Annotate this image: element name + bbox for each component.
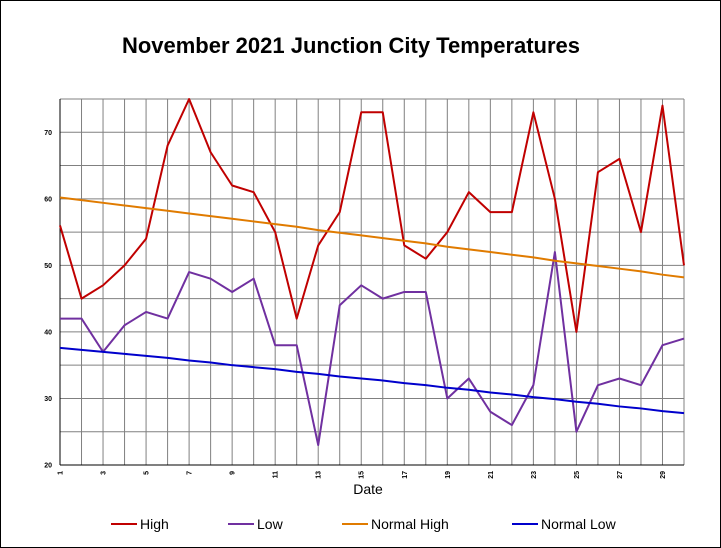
x-tick-label: 27 bbox=[617, 471, 624, 479]
normal-high-legend-label: Normal High bbox=[371, 516, 449, 532]
axes bbox=[59, 99, 684, 466]
chart-title: November 2021 Junction City Temperatures bbox=[122, 33, 580, 58]
x-tick-label: 7 bbox=[187, 471, 194, 475]
y-tick-label: 50 bbox=[44, 263, 52, 270]
x-tick-label: 1 bbox=[58, 471, 65, 475]
y-tick-label: 20 bbox=[44, 463, 52, 470]
x-tick-label: 13 bbox=[316, 471, 323, 479]
y-tick-label: 40 bbox=[44, 329, 52, 336]
grid bbox=[59, 98, 685, 466]
x-tick-label: 9 bbox=[230, 471, 237, 475]
y-tick-label: 70 bbox=[44, 130, 52, 137]
low-legend-label: Low bbox=[257, 516, 284, 532]
normal-low-series-line bbox=[59, 346, 685, 415]
series-lines bbox=[59, 98, 685, 447]
x-tick-label: 21 bbox=[488, 471, 495, 479]
x-tick-label: 19 bbox=[445, 471, 452, 479]
x-tick-label: 29 bbox=[660, 471, 667, 479]
x-axis-label: Date bbox=[353, 481, 383, 497]
x-tick-label: 15 bbox=[359, 471, 366, 479]
normal-low-legend-label: Normal Low bbox=[541, 516, 617, 532]
high-series-line bbox=[59, 98, 685, 333]
legend: High Low Normal High Normal Low bbox=[111, 516, 617, 532]
normal-high-series-line bbox=[59, 196, 685, 279]
y-tick-label: 30 bbox=[44, 396, 52, 403]
y-tick-label: 60 bbox=[44, 196, 52, 203]
low-series-line bbox=[60, 251, 685, 447]
x-tick-label: 17 bbox=[402, 471, 409, 479]
x-tick-label: 5 bbox=[144, 471, 151, 475]
x-tick-label: 23 bbox=[531, 471, 538, 479]
high-legend-label: High bbox=[140, 516, 169, 532]
x-tick-label: 11 bbox=[273, 471, 280, 479]
x-tick-label: 3 bbox=[101, 471, 108, 475]
x-tick-label: 25 bbox=[574, 471, 581, 479]
